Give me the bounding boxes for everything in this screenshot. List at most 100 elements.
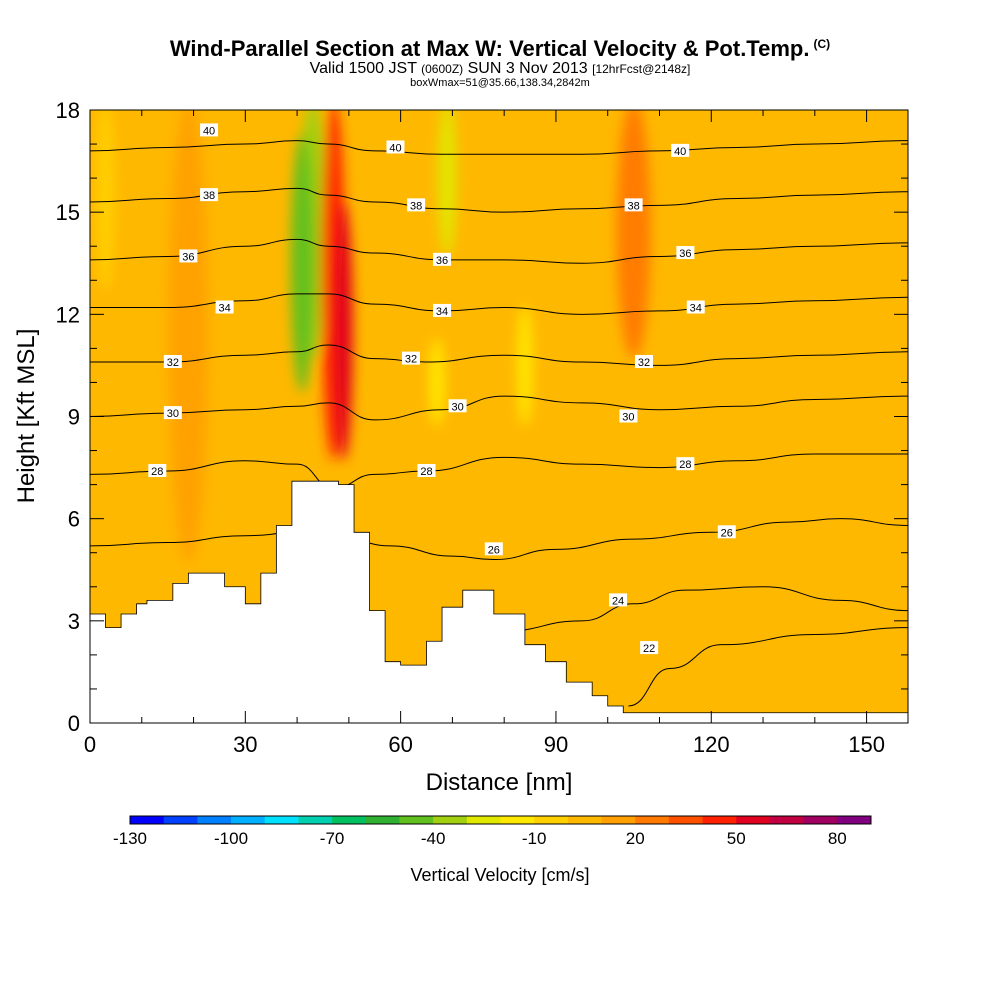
colorbar-label: -40 [421,829,446,848]
contour-label-box [484,542,503,556]
x-tick-label: 90 [544,732,568,757]
contour-label: 30 [622,412,634,424]
contour-label: 40 [674,146,686,158]
terrain-profile [90,480,908,723]
colorbar-label: -130 [113,829,147,848]
contour-label-box [163,406,182,420]
contour-label: 36 [679,248,691,260]
contour-label: 38 [410,200,422,212]
contour-label-box [448,399,467,413]
contour-label-box [401,351,420,365]
y-tick-label: 12 [56,302,80,327]
contour-label-box [433,303,452,317]
contour-label-box [686,300,705,314]
contour-label-box [417,463,436,477]
colorbar-swatch [399,816,434,824]
contour-label-box [609,593,628,607]
contour-label: 30 [167,408,179,420]
velocity-feature [290,134,315,393]
contour-label-box [386,140,405,154]
box-info: boxWmax=51@35.66,138.34,2842m [410,77,590,89]
valid-utc: (0600Z) [421,62,464,76]
contour-label-box [200,188,219,202]
y-tick-label: 18 [56,98,80,123]
contour-label: 32 [167,357,179,369]
colorbar-swatch [635,816,670,824]
contour-label: 38 [627,200,639,212]
y-tick-label: 15 [56,200,80,225]
theta-contour-38 [90,187,908,213]
colorbar-label: 80 [828,829,847,848]
contour-label-box [676,457,695,471]
contour-label-box [433,252,452,266]
colorbar-swatch [702,816,737,824]
contour-label: 22 [643,643,655,655]
contour-label-box [163,355,182,369]
theta-contour-34 [90,293,908,315]
x-tick-label: 120 [693,732,730,757]
x-tick-label: 30 [233,732,257,757]
colorbar-swatch [130,816,165,824]
contour-label: 28 [151,466,163,478]
colorbar-label: -70 [320,829,345,848]
contour-label-box [671,143,690,157]
colorbar-swatch [534,816,569,824]
colorbar-swatch [197,816,232,824]
contour-label: 36 [182,251,194,263]
contour-label-box [634,355,653,369]
x-axis-title: Distance [nm] [426,769,573,796]
contour-label: 34 [218,303,230,315]
contour-labels: 40 38 36 34 32 30 28 40 38 36 34 32 30 28 26 24 22 40 38 36… [148,123,736,655]
velocity-feature [168,110,208,563]
forecast-info: [12hrFcst@2148z] [592,62,691,76]
colorbar-swatch [332,816,367,824]
colorbar-swatch [433,816,468,824]
velocity-feature [334,202,353,461]
velocity-feature [428,338,445,427]
contour-label-box [619,409,638,423]
contour-label-box [640,641,659,655]
colorbar-swatch [769,816,805,824]
y-tick-label: 0 [68,711,80,736]
contour-label-box [200,123,219,137]
contour-label-box [624,198,643,212]
x-tick-label: 60 [388,732,412,757]
colorbar-swatch [231,816,266,824]
colorbar-swatch [837,816,872,824]
y-tick-label: 3 [68,609,80,634]
x-tick-label: 0 [84,732,96,757]
contour-label: 32 [638,357,650,369]
colorbar-swatch [298,816,333,824]
contour-label: 36 [436,255,448,267]
x-tick-label: 150 [848,732,885,757]
velocity-blobs [96,110,651,563]
colorbar-label: -10 [522,829,547,848]
theta-contour-32 [90,344,908,366]
theta-contour-28 [90,453,908,489]
velocity-feature [438,110,457,257]
contour-label: 32 [405,354,417,366]
colorbar-swatch [500,816,535,824]
y-tick-label: 9 [68,405,80,430]
contour-label: 28 [679,459,691,471]
contour-label: 28 [420,466,432,478]
velocity-feature [616,110,651,359]
contour-label: 34 [436,306,448,318]
chart-title: Wind-Parallel Section at Max W: Vertical… [0,36,1000,62]
valid-time-line: Valid 1500 JST (0600Z) SUN 3 Nov 2013 [1… [0,60,1000,78]
colorbar-swatch [567,816,603,824]
valid-date: SUN 3 Nov 2013 [467,60,588,77]
contour-label: 38 [203,190,215,202]
y-tick-label: 6 [68,507,80,532]
velocity-feature [96,110,115,291]
copyright-mark: (C) [813,36,831,51]
colorbar-label: 50 [727,829,746,848]
theta-contour-22 [628,627,908,707]
colorbar-swatch [365,816,400,824]
contour-label-box [407,198,426,212]
colorbar-swatch [163,816,198,824]
theta-contour-24 [504,586,908,632]
contour-label: 40 [389,142,401,154]
